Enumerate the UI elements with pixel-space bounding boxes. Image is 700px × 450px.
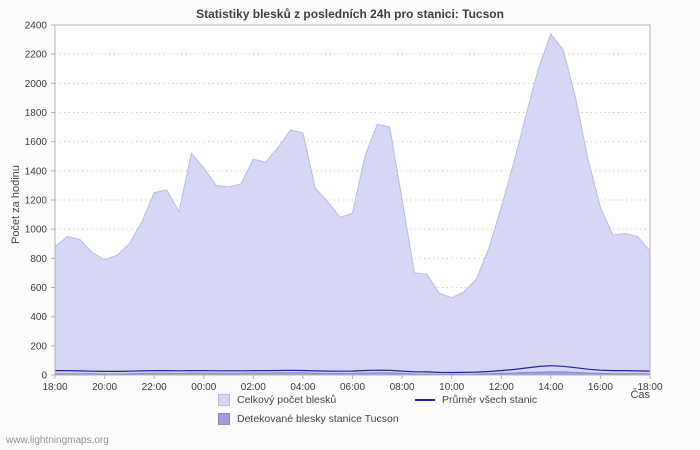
svg-text:04:00: 04:00	[290, 382, 315, 393]
chart-canvas: 0 200 400 600 800 1000 1200 1400 1600 1800 2000 220…	[25, 21, 663, 394]
chart-legend: Celkový počet blesků Průměr všech stanic…	[218, 393, 537, 426]
legend-label-average: Průměr všech stanic	[442, 394, 538, 406]
svg-text:600: 600	[30, 283, 47, 294]
legend-item-detected: Detekované blesky stanice Tucson	[218, 412, 415, 426]
detected-area-swatch	[218, 413, 230, 425]
total-area-swatch	[218, 394, 230, 406]
svg-text:1800: 1800	[25, 108, 48, 119]
svg-text:400: 400	[30, 312, 47, 323]
svg-text:10:00: 10:00	[439, 382, 464, 393]
svg-text:08:00: 08:00	[390, 382, 415, 393]
svg-text:2400: 2400	[25, 21, 48, 32]
svg-text:00:00: 00:00	[191, 382, 216, 393]
watermark-text: www.lightningmaps.org	[6, 435, 109, 446]
svg-text:2200: 2200	[25, 50, 48, 61]
svg-text:02:00: 02:00	[241, 382, 266, 393]
svg-text:16:00: 16:00	[588, 382, 613, 393]
svg-text:1400: 1400	[25, 166, 48, 177]
svg-text:18:00: 18:00	[637, 382, 662, 393]
average-line-swatch	[415, 399, 435, 401]
svg-text:2000: 2000	[25, 79, 48, 90]
legend-label-total: Celkový počet blesků	[237, 394, 337, 406]
y-axis-label: Počet za hodinu	[10, 165, 22, 244]
svg-text:12:00: 12:00	[489, 382, 514, 393]
svg-text:18:00: 18:00	[42, 382, 67, 393]
svg-text:0: 0	[41, 371, 47, 382]
svg-text:1000: 1000	[25, 225, 48, 236]
svg-text:06:00: 06:00	[340, 382, 365, 393]
svg-text:200: 200	[30, 341, 47, 352]
chart-title: Statistiky blesků z posledních 24h pro s…	[196, 7, 504, 21]
svg-text:1200: 1200	[25, 196, 48, 207]
svg-text:1600: 1600	[25, 137, 48, 148]
svg-text:20:00: 20:00	[92, 382, 117, 393]
svg-text:800: 800	[30, 254, 47, 265]
legend-label-detected: Detekované blesky stanice Tucson	[237, 413, 399, 425]
svg-text:22:00: 22:00	[142, 382, 167, 393]
legend-item-average: Průměr všech stanic	[415, 393, 537, 407]
x-axis-label: Čas	[630, 389, 650, 401]
svg-text:14:00: 14:00	[538, 382, 563, 393]
legend-item-total: Celkový počet blesků	[218, 393, 415, 407]
